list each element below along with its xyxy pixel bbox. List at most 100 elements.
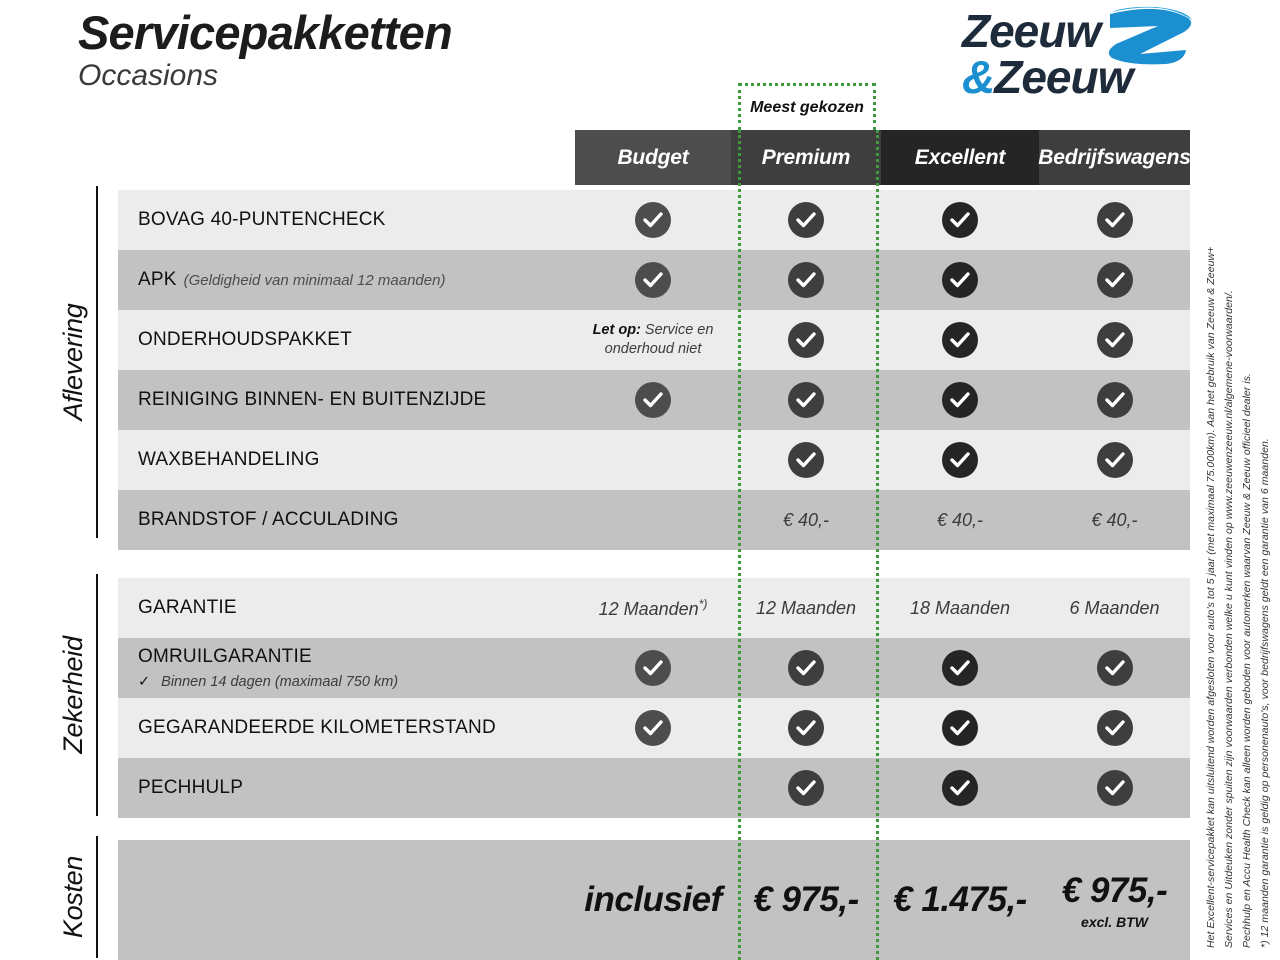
row-label-text: GARANTIE [138, 597, 237, 618]
check-icon [788, 262, 824, 298]
table-row: APK (Geldigheid van minimaal 12 maanden) [118, 250, 1190, 310]
check-icon [635, 382, 671, 418]
check-icon [1096, 650, 1133, 686]
row-sublabel: ✓ Binnen 14 dagen (maximaal 750 km) [138, 675, 398, 690]
row-label-note: (Geldigheid van minimaal 12 maanden) [183, 272, 446, 289]
check-icon [788, 770, 824, 806]
cell-bedrijfswagens [1039, 430, 1190, 490]
section-label-aflevering: Aflevering [58, 303, 88, 421]
table-aflevering: BOVAG 40-PUNTENCHECK APK (Geldigheid van m… [118, 190, 1190, 550]
check-icon [635, 650, 671, 686]
price-amount: € 975,- [753, 880, 859, 919]
cell-premium: € 40,- [731, 490, 881, 550]
column-header-premium[interactable]: Premium [731, 130, 881, 185]
row-label-text: PECHHULP [138, 777, 244, 798]
cell-budget [575, 758, 731, 818]
footnote-marker: *) [698, 596, 708, 611]
row-label-text: ONDERHOUDSPAKKET [138, 329, 352, 350]
section-label-zekerheid: Zekerheid [58, 636, 88, 754]
column-header-budget[interactable]: Budget [575, 130, 731, 185]
row-label: REINIGING BINNEN- EN BUITENZIJDE [138, 389, 486, 411]
column-header-bedrijfswagens[interactable]: Bedrijfswagens [1038, 130, 1191, 185]
cell-budget [575, 638, 731, 698]
check-icon [942, 442, 978, 478]
check-icon [788, 322, 824, 358]
row-label: GEGARANDEERDE KILOMETERSTAND [138, 717, 496, 739]
cell-budget [575, 698, 731, 758]
cell-excellent [881, 250, 1039, 310]
column-header-label: Bedrijfswagens [1038, 145, 1191, 169]
check-icon [788, 382, 824, 418]
cell-excellent [881, 698, 1039, 758]
cell-bedrijfswagens [1039, 250, 1190, 310]
row-label-text: APK [138, 269, 177, 290]
cell-bedrijfswagens [1039, 310, 1190, 370]
cell-excellent: € 40,- [881, 490, 1039, 550]
cell-value: € 40,- [782, 509, 830, 530]
cell-bedrijfswagens [1039, 638, 1190, 698]
cell-budget: Let op: Service en onderhoud niet [575, 310, 731, 370]
cell-excellent [881, 310, 1039, 370]
logo-line-2: &Zeeuw [962, 54, 1133, 100]
footnote-line-1: Het Excellent-servicepakket kan uitsluit… [1205, 246, 1217, 948]
cell-excellent [881, 190, 1039, 250]
column-header-excellent[interactable]: Excellent [881, 130, 1039, 185]
logo-line-1: Zeeuw [962, 5, 1101, 57]
row-label-text: REINIGING BINNEN- EN BUITENZIJDE [138, 389, 487, 410]
cell-bedrijfswagens [1039, 190, 1190, 250]
cell-bedrijfswagens [1039, 370, 1190, 430]
check-icon [942, 770, 978, 806]
cell-premium: 12 Maanden [731, 578, 881, 638]
row-label: WAXBEHANDELING [138, 449, 320, 471]
cell-bedrijfswagens: € 40,- [1039, 490, 1190, 550]
row-label: BOVAG 40-PUNTENCHECK [138, 209, 386, 231]
check-icon [942, 382, 978, 418]
check-icon [942, 710, 978, 746]
cell-premium [731, 250, 881, 310]
row-label: APK (Geldigheid van minimaal 12 maanden) [138, 269, 445, 291]
column-header-label: Budget [617, 145, 689, 169]
cell-bedrijfswagens: 6 Maanden [1039, 578, 1190, 638]
cell-excellent [881, 370, 1039, 430]
table-zekerheid: GARANTIE 12 Maanden*) 12 Maanden 18 Maanden… [118, 578, 1190, 818]
check-icon [1096, 262, 1133, 298]
table-row: BRANDSTOF / ACCULADING € 40,- € 40,- € 40,- [118, 490, 1190, 550]
section-rule-zekerheid [96, 574, 98, 816]
check-icon [788, 650, 824, 686]
cell-budget [575, 490, 731, 550]
cell-note: Let op: Service en onderhoud niet [575, 321, 731, 358]
title-block: Servicepakketten Occasions [78, 8, 453, 93]
price-amount: inclusief [584, 880, 722, 919]
swoosh-icon [1108, 6, 1192, 65]
check-icon [635, 202, 671, 238]
checkmark-icon: ✓ [138, 673, 151, 690]
cell-budget: 12 Maanden*) [575, 578, 731, 638]
cell-premium [731, 430, 881, 490]
check-icon [1096, 322, 1133, 358]
cell-premium [731, 638, 881, 698]
section-rule-kosten [96, 836, 98, 958]
check-icon [1096, 202, 1133, 238]
footnote-line-3: Pechhulp en Accu Health Check kan alleen… [1241, 373, 1254, 948]
footnote-block: Het Excellent-servicepakket kan uitsluit… [1202, 118, 1274, 948]
check-icon [635, 710, 671, 746]
cell-excellent [881, 758, 1039, 818]
table-row: PECHHULP [118, 758, 1190, 818]
column-header-label: Excellent [914, 145, 1006, 169]
footnote-line-2: Services en Uitdeuken zonder spuiten zij… [1223, 290, 1236, 948]
row-label-text: WAXBEHANDELING [138, 449, 320, 470]
price-vat-note: excl. BTW [1081, 913, 1148, 930]
cell-premium [731, 310, 881, 370]
check-icon [1096, 442, 1133, 478]
check-icon [1096, 710, 1133, 746]
check-icon [942, 650, 978, 686]
check-icon [942, 322, 978, 358]
check-icon [635, 262, 671, 298]
table-row: GEGARANDEERDE KILOMETERSTAND [118, 698, 1190, 758]
row-label: ONDERHOUDSPAKKET [138, 329, 352, 351]
table-row: BOVAG 40-PUNTENCHECK [118, 190, 1190, 250]
row-sublabel-text: Binnen 14 dagen (maximaal 750 km) [161, 673, 399, 690]
cell-excellent: 18 Maanden [881, 578, 1039, 638]
check-icon [942, 202, 978, 238]
